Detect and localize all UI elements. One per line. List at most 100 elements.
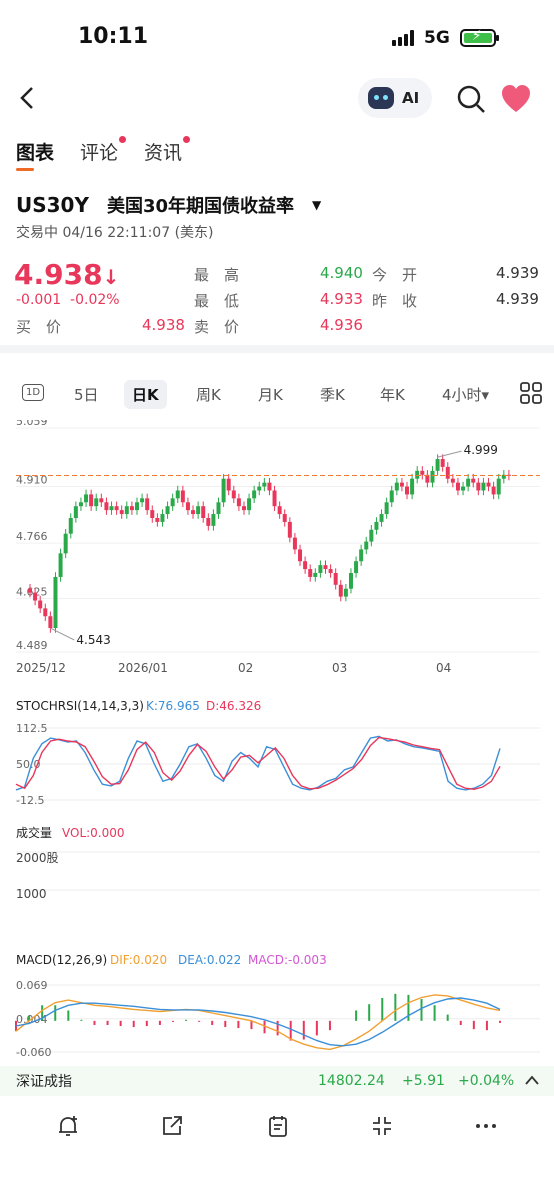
ask-label: 卖 价 xyxy=(194,318,240,336)
candle-body xyxy=(196,506,201,515)
kline-chart: 5.0594.9104.7664.6254.4894.5434.9992025/… xyxy=(16,420,540,675)
share-icon[interactable] xyxy=(160,1114,184,1138)
price-change: -0.001 -0.02% xyxy=(16,292,120,308)
candle-body xyxy=(145,498,150,511)
period-yearly[interactable]: 年K xyxy=(380,386,405,404)
candle-body xyxy=(252,490,257,499)
candle-body xyxy=(491,486,496,495)
candle-body xyxy=(298,549,303,562)
candle-body xyxy=(369,529,374,542)
tab-comments-label: 评论 xyxy=(80,142,119,164)
candle-body xyxy=(53,576,58,629)
price-value: 4.938 xyxy=(14,258,103,291)
search-icon[interactable] xyxy=(456,84,486,114)
candle-body xyxy=(410,478,415,495)
candle-body xyxy=(471,478,476,483)
tab-bar: 图表 评论 资讯 xyxy=(16,136,191,171)
candle-body xyxy=(206,517,211,526)
candle-body xyxy=(277,506,282,515)
collapse-icon[interactable] xyxy=(370,1114,394,1138)
tab-chart[interactable]: 图表 xyxy=(16,138,54,171)
candle-body xyxy=(257,486,262,491)
grid-layout-icon[interactable] xyxy=(520,382,542,404)
candle-body xyxy=(430,470,435,483)
candle-body xyxy=(292,537,297,550)
back-icon[interactable] xyxy=(14,84,42,112)
candle-body xyxy=(33,592,38,601)
candle-body xyxy=(165,506,170,515)
bottom-toolbar xyxy=(0,1110,554,1142)
period-monthly[interactable]: 月K xyxy=(258,386,283,404)
ai-button[interactable]: AI xyxy=(358,78,432,118)
low-label: 最 低 xyxy=(194,292,240,310)
alert-bell-icon[interactable] xyxy=(56,1114,80,1138)
index-value: 14802.24 xyxy=(318,1073,385,1089)
y-tick-label: 50.0 xyxy=(16,758,41,771)
candle-body xyxy=(384,502,389,515)
candle-body xyxy=(247,498,252,511)
candle-body xyxy=(379,514,384,522)
index-ticker-bar[interactable]: 深证成指 14802.24 +5.91 +0.04% xyxy=(0,1066,554,1096)
period-weekly[interactable]: 周K xyxy=(196,386,221,404)
candle-body xyxy=(425,474,430,483)
candle-body xyxy=(435,459,440,471)
candle-body xyxy=(68,517,73,534)
candle-body xyxy=(160,514,165,522)
last-price: 4.938↓ xyxy=(14,258,119,291)
low-marker-line xyxy=(50,627,75,641)
candle-body xyxy=(318,565,323,574)
bid-label: 买 价 xyxy=(16,318,62,336)
more-icon[interactable] xyxy=(474,1114,498,1138)
dropdown-icon: ▼ xyxy=(312,198,322,212)
candle-body xyxy=(262,482,267,487)
candle-body xyxy=(191,510,196,515)
candle-body xyxy=(48,616,53,629)
candle-body xyxy=(28,588,32,593)
period-4h[interactable]: 4小时▾ xyxy=(442,386,490,404)
low-annotation: 4.543 xyxy=(76,633,110,647)
chart-area[interactable]: 5.0594.9104.7664.6254.4894.5434.9992025/… xyxy=(0,420,554,1065)
candle-body xyxy=(399,482,404,487)
ask-value: 4.936 xyxy=(320,316,363,334)
stochrsi-chart: STOCHRSI(14,14,3,3) K:76.965 D:46.326 112.5… xyxy=(15,699,540,807)
candle-body xyxy=(323,565,328,570)
macd-dif-line xyxy=(15,994,501,1051)
candle-body xyxy=(63,533,68,554)
candle-body xyxy=(236,498,241,507)
y-tick-label: -12.5 xyxy=(16,794,44,807)
instrument-name: 美国30年期国债收益率 xyxy=(106,196,295,217)
high-value: 4.940 xyxy=(320,264,363,282)
candle-body xyxy=(241,506,246,511)
period-5d[interactable]: 5日 xyxy=(74,386,99,404)
candle-body xyxy=(84,494,89,503)
candle-body xyxy=(114,506,119,511)
tab-news[interactable]: 资讯 xyxy=(144,136,191,165)
period-quarterly[interactable]: 季K xyxy=(320,386,345,404)
notes-icon[interactable] xyxy=(266,1114,290,1138)
candle-body xyxy=(231,490,236,499)
y-tick-label: 2000股 xyxy=(16,851,59,865)
candle-body xyxy=(38,600,43,609)
stochrsi-k-line xyxy=(15,735,501,791)
candle-body xyxy=(466,478,471,487)
candle-body xyxy=(109,506,114,511)
signal-icon xyxy=(392,30,414,46)
ai-label: AI xyxy=(402,89,420,107)
high-annotation: 4.999 xyxy=(464,443,498,457)
high-marker-line xyxy=(437,450,462,458)
period-1d[interactable]: 1D xyxy=(22,384,45,401)
prev-close-value: 4.939 xyxy=(496,290,539,308)
chevron-up-icon[interactable] xyxy=(524,1074,540,1086)
macd-title: MACD(12,26,9) xyxy=(16,953,107,967)
candle-body xyxy=(313,573,318,577)
favorite-heart-icon[interactable] xyxy=(500,84,532,114)
candle-body xyxy=(343,588,348,597)
candle-body xyxy=(104,502,109,511)
candle-body xyxy=(450,478,455,483)
x-tick-label: 02 xyxy=(238,661,253,675)
stochrsi-title: STOCHRSI(14,14,3,3) xyxy=(16,699,144,713)
instrument-title[interactable]: US30Y 美国30年期国债收益率 ▼ xyxy=(16,192,321,218)
unread-dot xyxy=(183,136,191,143)
tab-comments[interactable]: 评论 xyxy=(80,136,127,165)
period-daily[interactable]: 日K xyxy=(124,380,167,409)
